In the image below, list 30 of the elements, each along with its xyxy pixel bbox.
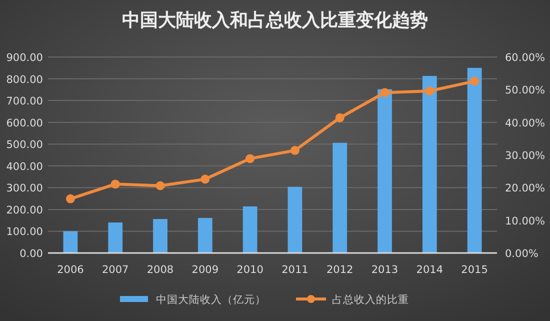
x-tick-label: 2013 xyxy=(371,264,398,276)
x-tick-label: 2008 xyxy=(146,264,174,276)
y2-tick-label: 20.00% xyxy=(505,182,546,195)
y2-tick-label: 10.00% xyxy=(505,215,546,228)
x-tick-label: 2012 xyxy=(326,264,354,276)
chart-title: 中国大陆收入和占总收入比重变化趋势 xyxy=(122,10,428,31)
y-tick-label: 0.00 xyxy=(20,248,43,260)
legend-label: 占总收入的比重 xyxy=(332,293,409,306)
x-tick-label: 2011 xyxy=(282,264,308,276)
y2-tick-label: 50.00% xyxy=(505,84,546,97)
legend-label: 中国大陆收入（亿元） xyxy=(156,293,266,306)
y-tick-label: 200.00 xyxy=(6,204,43,216)
y2-tick-label: 40.00% xyxy=(505,117,546,130)
x-tick-label: 2009 xyxy=(192,264,219,276)
y-tick-label: 900.00 xyxy=(6,52,43,64)
y-tick-label: 300.00 xyxy=(6,182,43,195)
x-tick-label: 2010 xyxy=(236,264,264,276)
x-tick-label: 2006 xyxy=(57,264,84,276)
y-tick-label: 100.00 xyxy=(6,226,43,238)
y-tick-label: 600.00 xyxy=(6,117,43,130)
x-tick-label: 2015 xyxy=(461,264,488,276)
x-tick-label: 2014 xyxy=(416,264,444,276)
y2-tick-label: 60.00% xyxy=(505,52,546,64)
y2-tick-label: 0.00% xyxy=(505,248,538,260)
y-tick-label: 500.00 xyxy=(6,139,43,152)
y2-tick-label: 30.00% xyxy=(505,150,546,162)
y-tick-label: 800.00 xyxy=(6,74,43,86)
y-tick-label: 700.00 xyxy=(6,96,43,108)
y-tick-label: 400.00 xyxy=(6,160,43,173)
x-tick-label: 2007 xyxy=(102,264,129,276)
